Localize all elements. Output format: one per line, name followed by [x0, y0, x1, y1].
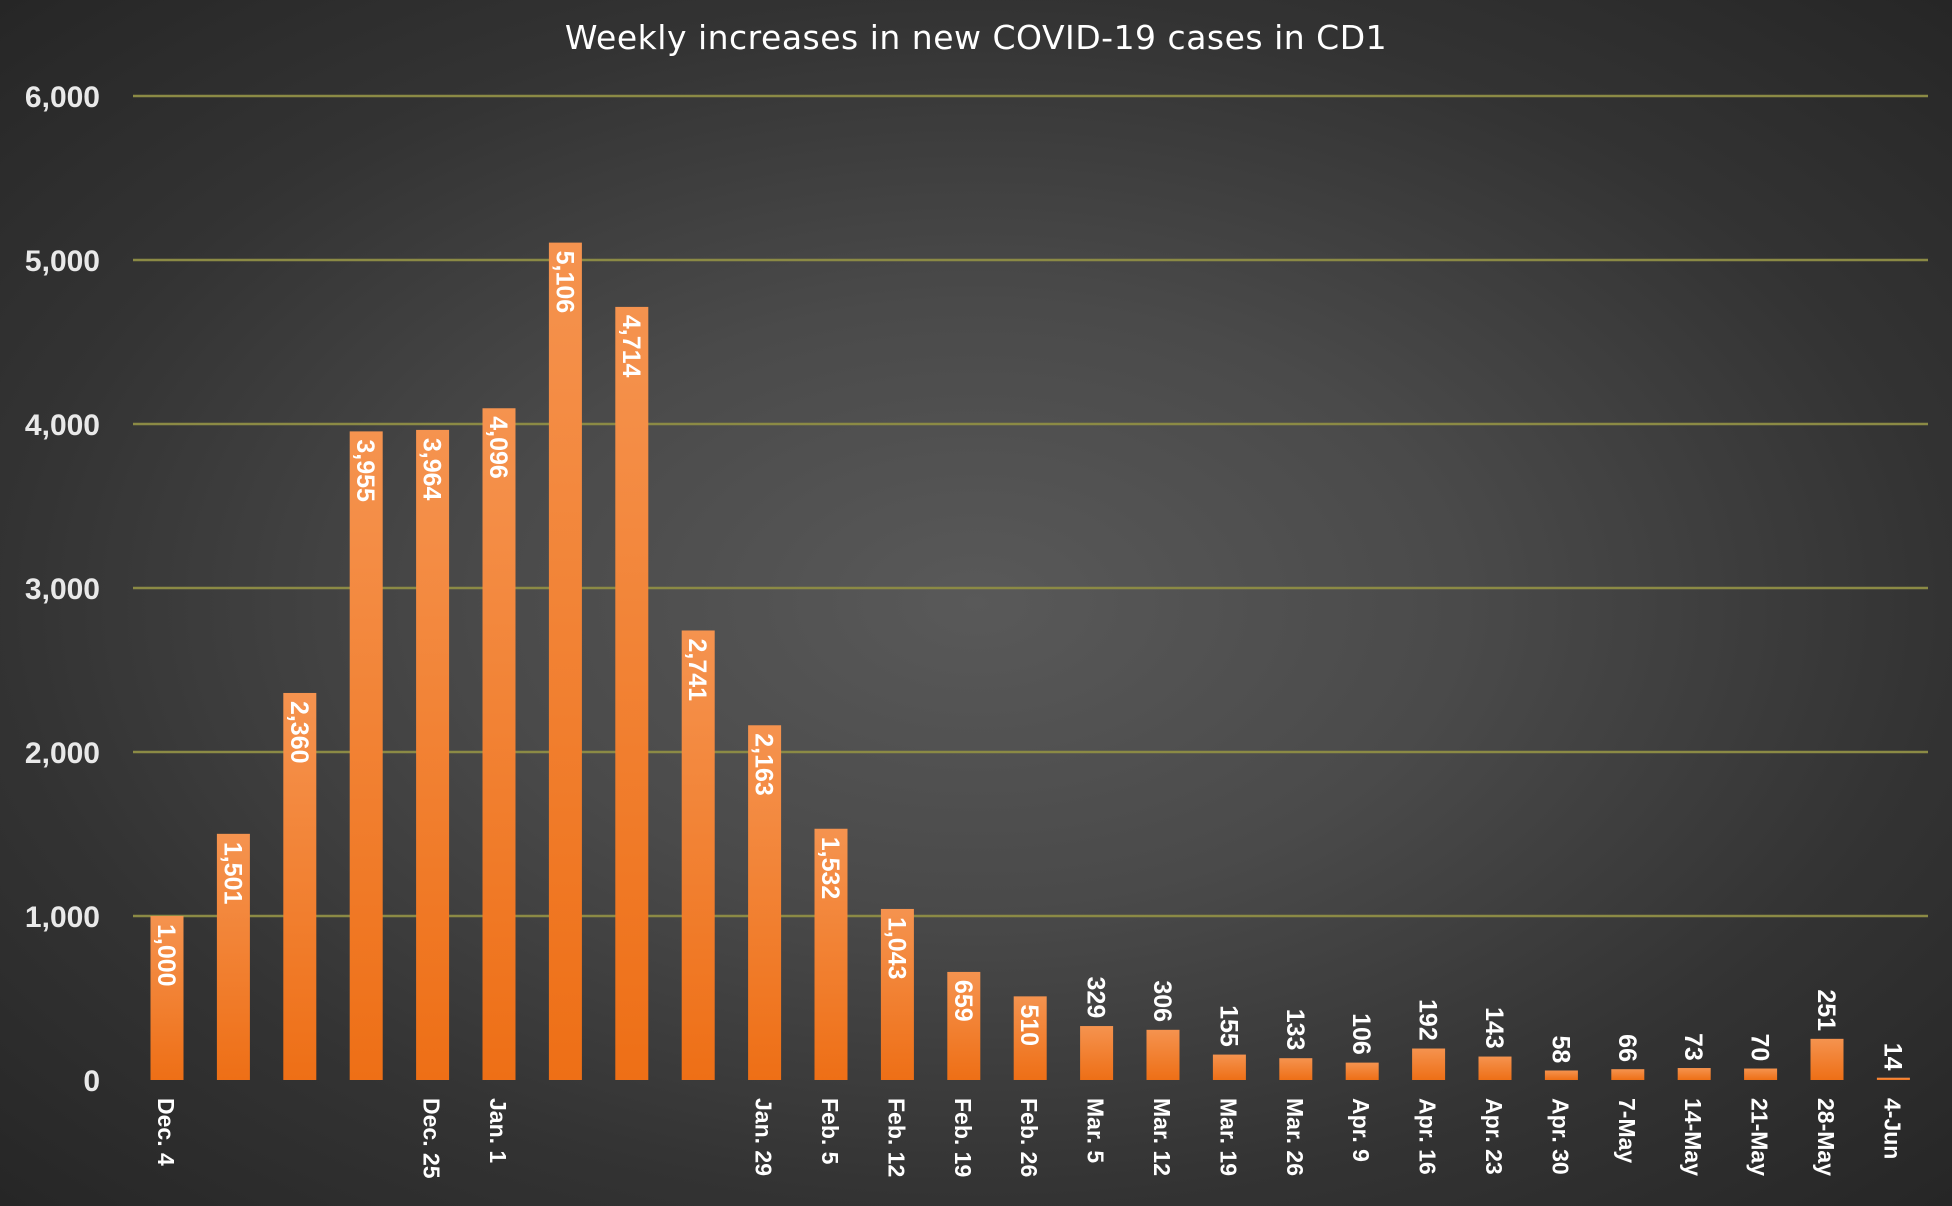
x-tick-label: Dec. 4 [153, 1098, 179, 1166]
x-tick-label: Apr. 30 [1547, 1098, 1573, 1175]
data-label: 14 [1878, 1043, 1906, 1071]
data-label: 659 [949, 980, 977, 1022]
y-tick-label: 1,000 [25, 901, 100, 934]
x-tick-label: 4-Jun [1879, 1098, 1905, 1159]
x-tick-label: 7-May [1614, 1098, 1640, 1163]
x-tick-label: Mar. 26 [1282, 1098, 1308, 1176]
bar [880, 908, 914, 1080]
x-tick-label: Dec. 25 [419, 1098, 445, 1179]
bar [349, 431, 383, 1080]
bar [1876, 1077, 1910, 1080]
x-tick-label: Feb. 19 [950, 1098, 976, 1177]
data-label: 133 [1281, 1009, 1309, 1051]
bar [1611, 1069, 1645, 1080]
chart-title: Weekly increases in new COVID-19 cases i… [564, 18, 1388, 57]
data-label: 510 [1015, 1004, 1043, 1046]
bar [150, 916, 184, 1080]
y-tick-label: 2,000 [25, 737, 100, 770]
bar [1279, 1058, 1313, 1080]
bar [814, 828, 848, 1080]
bar [1677, 1068, 1711, 1080]
bar [1544, 1070, 1578, 1080]
data-label: 2,163 [750, 733, 778, 796]
bar [416, 429, 450, 1080]
bar [1212, 1054, 1246, 1080]
bar [1478, 1056, 1512, 1080]
bar [283, 692, 317, 1080]
bar [681, 630, 715, 1080]
data-label: 3,955 [351, 439, 379, 502]
x-tick-label: Feb. 26 [1016, 1098, 1042, 1177]
x-tick-label: Mar. 12 [1149, 1098, 1175, 1176]
bar [548, 242, 582, 1081]
bar [615, 306, 649, 1080]
x-tick-label: Jan. 1 [485, 1098, 511, 1163]
data-labels: 1,000 1,501 2,360 3,955 3,964 4,096 5,106 4,714… [152, 251, 1906, 1071]
bar [1080, 1026, 1114, 1080]
data-label: 4,714 [617, 315, 645, 378]
data-label: 5,106 [550, 251, 578, 314]
x-tick-label: 14-May [1680, 1098, 1706, 1176]
gridlines [133, 94, 1928, 918]
x-tick-label: Mar. 5 [1083, 1098, 1109, 1163]
data-label: 143 [1480, 1007, 1508, 1049]
data-label: 1,000 [152, 924, 180, 987]
bar [748, 725, 782, 1080]
data-label: 58 [1546, 1035, 1574, 1063]
data-label: 2,741 [683, 638, 711, 701]
y-tick-label: 6,000 [25, 81, 100, 114]
x-tick-label: Mar. 19 [1215, 1098, 1241, 1176]
data-label: 155 [1214, 1005, 1242, 1047]
data-label: 73 [1679, 1033, 1707, 1061]
data-label: 1,532 [816, 837, 844, 900]
bar [216, 833, 250, 1080]
x-tick-label: Feb. 5 [817, 1098, 843, 1165]
bars [150, 242, 1910, 1081]
y-axis-ticks: 0 1,000 2,000 3,000 4,000 5,000 6,000 [25, 81, 100, 1098]
bar [1810, 1038, 1844, 1080]
bar [1744, 1068, 1778, 1080]
y-tick-label: 0 [83, 1065, 100, 1098]
y-tick-label: 3,000 [25, 573, 100, 606]
x-tick-label: Apr. 23 [1481, 1098, 1507, 1175]
data-label: 66 [1613, 1034, 1641, 1062]
x-tick-label: Apr. 9 [1348, 1098, 1374, 1162]
x-tick-label: Feb. 12 [883, 1098, 909, 1177]
data-label: 329 [1082, 977, 1110, 1019]
data-label: 70 [1746, 1034, 1774, 1062]
y-tick-label: 5,000 [25, 245, 100, 278]
bar [1013, 996, 1047, 1080]
x-tick-label: Jan. 29 [751, 1098, 777, 1176]
x-axis-ticks: Dec. 4 Dec. 25 Jan. 1 Jan. 29 Feb. 5 Feb. 12 F… [153, 1098, 1905, 1179]
data-label: 251 [1812, 989, 1840, 1031]
x-tick-label: 28-May [1813, 1098, 1839, 1176]
data-label: 1,043 [882, 917, 910, 980]
bar [482, 408, 516, 1081]
bar [1146, 1029, 1180, 1080]
y-tick-label: 4,000 [25, 409, 100, 442]
data-label: 3,964 [418, 438, 446, 501]
data-label: 106 [1347, 1013, 1375, 1055]
data-label: 1,501 [218, 842, 246, 905]
x-tick-label: Apr. 16 [1415, 1098, 1441, 1175]
data-label: 4,096 [484, 416, 512, 479]
bar [1345, 1062, 1379, 1080]
bar [947, 971, 981, 1080]
bar [1412, 1048, 1446, 1080]
data-label: 2,360 [285, 701, 313, 764]
x-tick-label: 21-May [1747, 1098, 1773, 1176]
data-label: 306 [1148, 980, 1176, 1022]
data-label: 192 [1414, 999, 1442, 1041]
